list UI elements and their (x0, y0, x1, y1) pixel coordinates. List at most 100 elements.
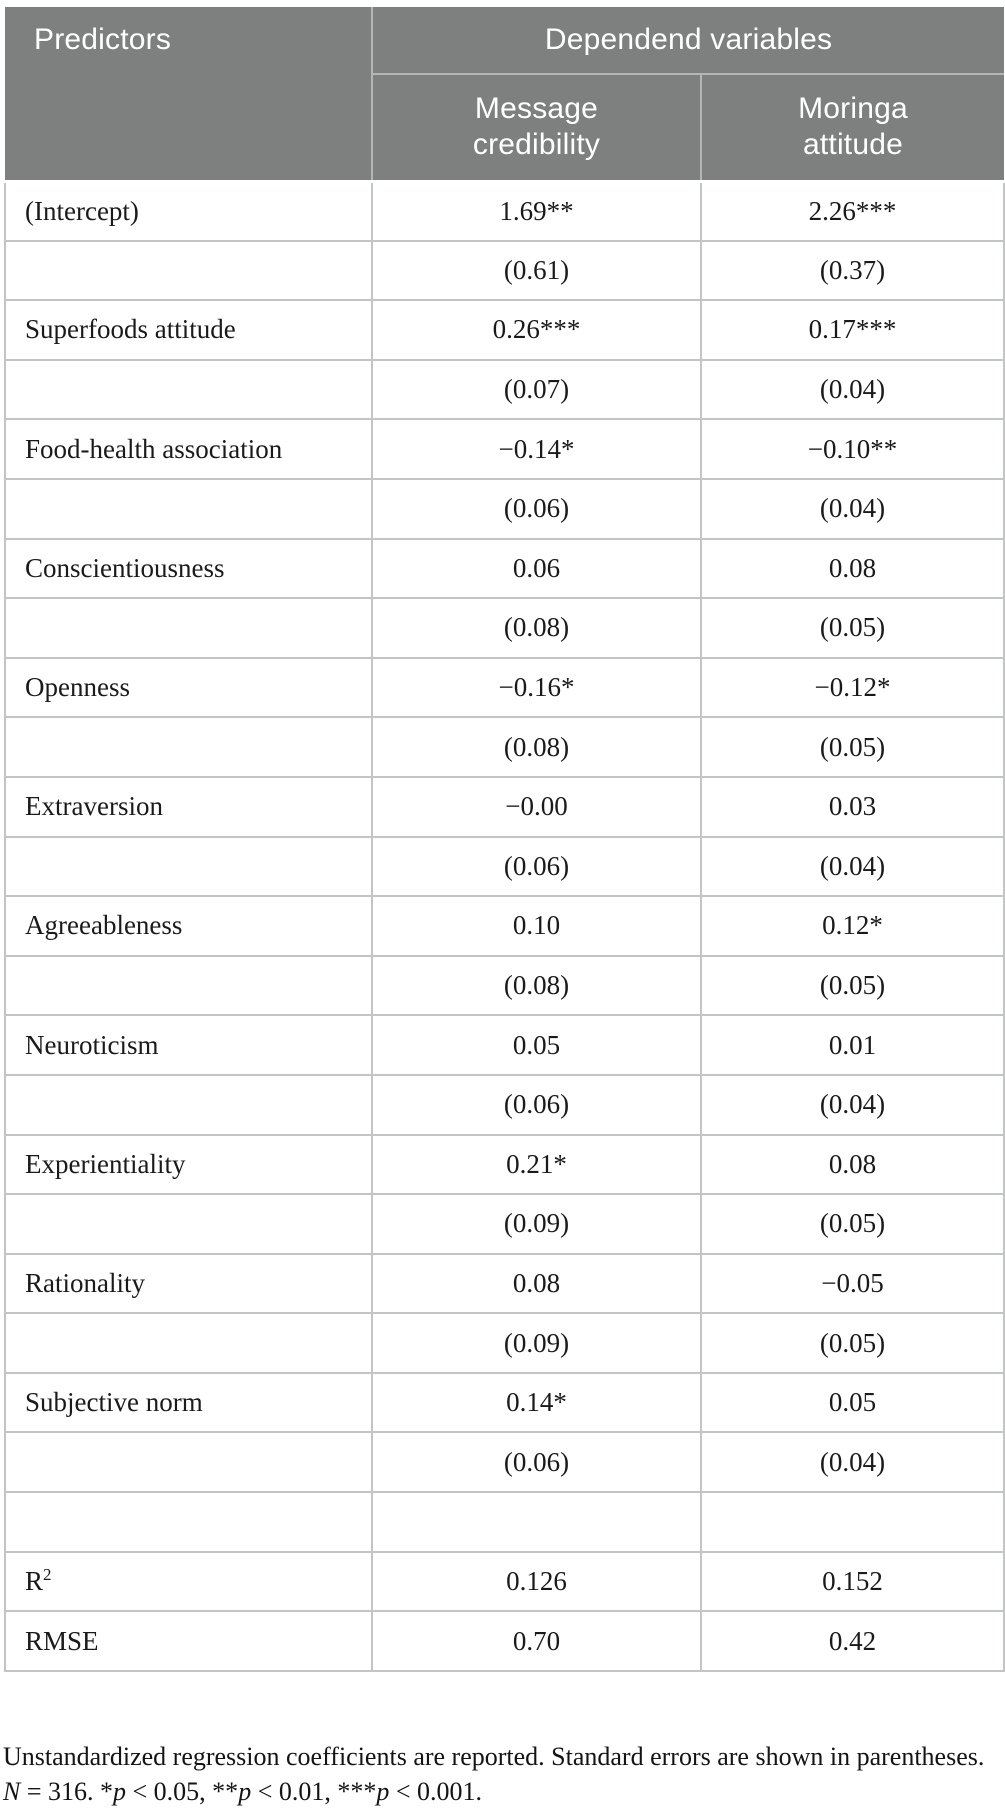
predictors-label: Predictors (34, 23, 172, 56)
message-credibility-label: Message credibility (472, 91, 601, 162)
predictor-label-cell: Extraversion (4, 775, 373, 838)
moringa-attitude-cell: (0.04) (700, 1073, 1005, 1136)
header-row-2: Message credibility Moringa attitude (5, 74, 1004, 183)
moringa-attitude-cell: 2.26*** (700, 180, 1005, 242)
message-credibility-cell: 0.21* (371, 1133, 702, 1196)
column-header-moringa-attitude: Moringa attitude (701, 74, 1004, 183)
table-row: Food-health association −0.14* −0.10** (4, 418, 1005, 480)
table-row: (0.06) (0.04) (4, 477, 1005, 540)
message-credibility-cell (371, 1491, 702, 1553)
moringa-attitude-cell: 0.42 (700, 1610, 1005, 1672)
column-header-dependent-variables: Dependend variables (372, 7, 1004, 75)
message-credibility-cell: (0.09) (371, 1193, 702, 1255)
table-row: (0.09) (0.05) (4, 1193, 1005, 1255)
message-credibility-cell: (0.08) (371, 954, 702, 1017)
table-row: Agreeableness 0.10 0.12* (4, 895, 1005, 957)
moringa-attitude-cell: (0.37) (700, 239, 1005, 302)
table-row: (0.08) (0.05) (4, 597, 1005, 659)
predictor-label-cell: Conscientiousness (4, 537, 373, 600)
table-row: (0.08) (0.05) (4, 954, 1005, 1017)
predictor-label-cell (4, 954, 373, 1017)
r-squared-label: R (25, 1565, 44, 1596)
footnote-p-italic: p (376, 1777, 390, 1806)
message-credibility-cell: (0.08) (371, 597, 702, 659)
message-credibility-cell: 0.126 (371, 1550, 702, 1613)
moringa-attitude-label: Moringa attitude (798, 91, 908, 162)
moringa-attitude-cell: −0.12* (700, 656, 1005, 719)
moringa-attitude-cell (700, 1491, 1005, 1553)
message-credibility-cell: 0.26*** (371, 299, 702, 361)
table-row: Subjective norm 0.14* 0.05 (4, 1371, 1005, 1434)
message-credibility-cell: 0.08 (371, 1252, 702, 1315)
table-row: (0.08) (0.05) (4, 716, 1005, 778)
footnote-text: < 0.01, *** (251, 1777, 377, 1806)
footnote-n-italic: N (3, 1777, 21, 1806)
message-credibility-cell: −0.00 (371, 775, 702, 838)
footnote-text: = 316. * (20, 1777, 114, 1806)
table-footnote: Unstandardized regression coefficients a… (3, 1739, 1000, 1809)
table-row: (Intercept) 1.69** 2.26*** (4, 180, 1005, 242)
predictor-label-cell: Rationality (4, 1252, 373, 1315)
predictor-label-cell (4, 1312, 373, 1374)
predictor-label-cell (4, 597, 373, 659)
table-row: (0.06) (0.04) (4, 1073, 1005, 1136)
table-row: Neuroticism 0.05 0.01 (4, 1014, 1005, 1076)
column-header-message-credibility: Message credibility (372, 74, 702, 183)
message-credibility-cell: (0.07) (371, 358, 702, 421)
moringa-attitude-cell: 0.01 (700, 1014, 1005, 1076)
table-body: (Intercept) 1.69** 2.26*** (0.61) (0.37)… (4, 180, 1005, 1672)
table-row: (0.09) (0.05) (4, 1312, 1005, 1374)
moringa-attitude-cell: (0.04) (700, 477, 1005, 540)
dependent-variables-label: Dependend variables (544, 23, 833, 56)
moringa-attitude-cell: (0.04) (700, 835, 1005, 898)
moringa-attitude-cell: 0.12* (700, 895, 1005, 957)
predictor-label-cell (4, 716, 373, 778)
table-header: Predictors Dependend variables Message c… (5, 7, 1004, 183)
predictor-label-cell (4, 1193, 373, 1255)
predictor-label-cell: Agreeableness (4, 895, 373, 957)
predictor-label-cell: Superfoods attitude (4, 299, 373, 361)
message-credibility-cell: 0.14* (371, 1371, 702, 1434)
message-credibility-cell: (0.09) (371, 1312, 702, 1374)
footnote-p-italic: p (113, 1777, 127, 1806)
message-credibility-cell: 0.06 (371, 537, 702, 600)
message-credibility-cell: (0.06) (371, 1073, 702, 1136)
predictor-label-cell: Openness (4, 656, 373, 719)
footnote-text: < 0.05, ** (126, 1777, 239, 1806)
moringa-attitude-cell: 0.17*** (700, 299, 1005, 361)
message-credibility-cell: (0.06) (371, 477, 702, 540)
moringa-attitude-cell: (0.04) (700, 358, 1005, 421)
footnote-text: Unstandardized regression coefficients a… (3, 1742, 985, 1771)
moringa-attitude-cell: 0.03 (700, 775, 1005, 838)
predictor-label-cell (4, 1073, 373, 1136)
table-row: Conscientiousness 0.06 0.08 (4, 537, 1005, 600)
predictor-label-cell: Subjective norm (4, 1371, 373, 1434)
predictor-label-cell: RMSE (4, 1610, 373, 1672)
predictor-label-cell (4, 239, 373, 302)
moringa-attitude-cell: (0.05) (700, 1312, 1005, 1374)
table-row: Superfoods attitude 0.26*** 0.17*** (4, 299, 1005, 361)
table-row: (0.06) (0.04) (4, 835, 1005, 898)
header-row-1: Predictors Dependend variables (5, 7, 1004, 183)
message-credibility-cell: (0.08) (371, 716, 702, 778)
moringa-attitude-cell: 0.05 (700, 1371, 1005, 1434)
message-credibility-cell: −0.14* (371, 418, 702, 480)
message-credibility-cell: 0.70 (371, 1610, 702, 1672)
table-row: Extraversion −0.00 0.03 (4, 775, 1005, 838)
moringa-attitude-cell: 0.08 (700, 537, 1005, 600)
message-credibility-cell: (0.06) (371, 1431, 702, 1494)
table-row-rmse: RMSE 0.70 0.42 (4, 1610, 1005, 1672)
predictor-label-cell: (Intercept) (4, 180, 373, 242)
predictor-label-cell (4, 1431, 373, 1494)
message-credibility-cell: (0.61) (371, 239, 702, 302)
table-row: Rationality 0.08 −0.05 (4, 1252, 1005, 1315)
table-row: Openness −0.16* −0.12* (4, 656, 1005, 719)
table-row-r-squared: R2 0.126 0.152 (4, 1550, 1005, 1613)
predictor-label-cell (4, 1491, 373, 1553)
message-credibility-cell: 0.10 (371, 895, 702, 957)
table-row: (0.07) (0.04) (4, 358, 1005, 421)
moringa-attitude-cell: (0.04) (700, 1431, 1005, 1494)
table-row: (0.06) (0.04) (4, 1431, 1005, 1494)
moringa-attitude-cell: −0.10** (700, 418, 1005, 480)
